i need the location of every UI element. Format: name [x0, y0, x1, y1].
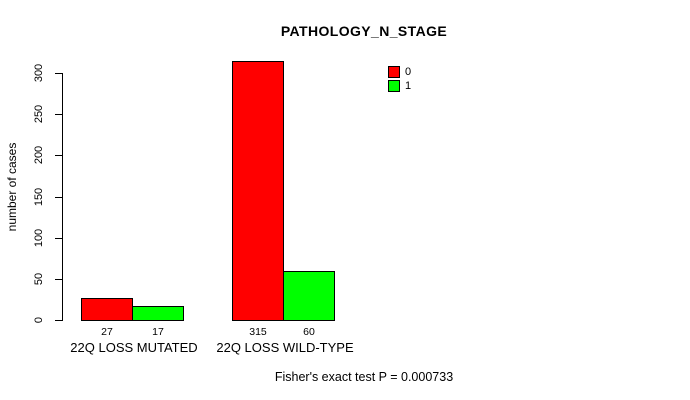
y-tick-label: 0: [33, 316, 45, 324]
y-tick-label: 200: [33, 145, 45, 165]
legend-swatch-icon: [388, 80, 400, 92]
x-category-label: 22Q LOSS MUTATED: [70, 340, 198, 355]
legend-swatch-icon: [388, 66, 400, 78]
y-tick-label: 300: [33, 63, 45, 83]
bar-series-1: [283, 271, 335, 321]
y-tick-label: 250: [33, 104, 45, 124]
y-tick-mark: [55, 279, 62, 280]
bar-series-1: [132, 306, 184, 321]
legend-label: 0: [405, 66, 412, 78]
bar-value-label: 17: [152, 326, 164, 338]
y-tick-mark: [55, 197, 62, 198]
y-tick-label: 50: [33, 272, 45, 286]
pvalue-annotation: Fisher's exact test P = 0.000733: [274, 370, 454, 384]
y-tick-label: 100: [33, 228, 45, 248]
y-tick-mark: [55, 320, 62, 321]
bar-value-label: 315: [249, 326, 267, 338]
bar-series-0: [81, 298, 133, 321]
legend-entry: 0: [388, 65, 411, 79]
bar-value-label: 27: [101, 326, 113, 338]
bar-series-0: [232, 61, 284, 321]
y-tick-mark: [55, 238, 62, 239]
y-axis-line: [62, 73, 63, 321]
legend-label: 1: [405, 80, 412, 92]
y-tick-mark: [55, 114, 62, 115]
x-category-label: 22Q LOSS WILD-TYPE: [216, 340, 354, 355]
y-tick-label: 150: [33, 187, 45, 207]
chart-title: PATHOLOGY_N_STAGE: [280, 23, 448, 39]
y-axis-label: number of cases: [5, 142, 19, 232]
y-tick-mark: [55, 73, 62, 74]
y-tick-mark: [55, 155, 62, 156]
legend-entry: 1: [388, 79, 411, 93]
bar-value-label: 60: [303, 326, 315, 338]
